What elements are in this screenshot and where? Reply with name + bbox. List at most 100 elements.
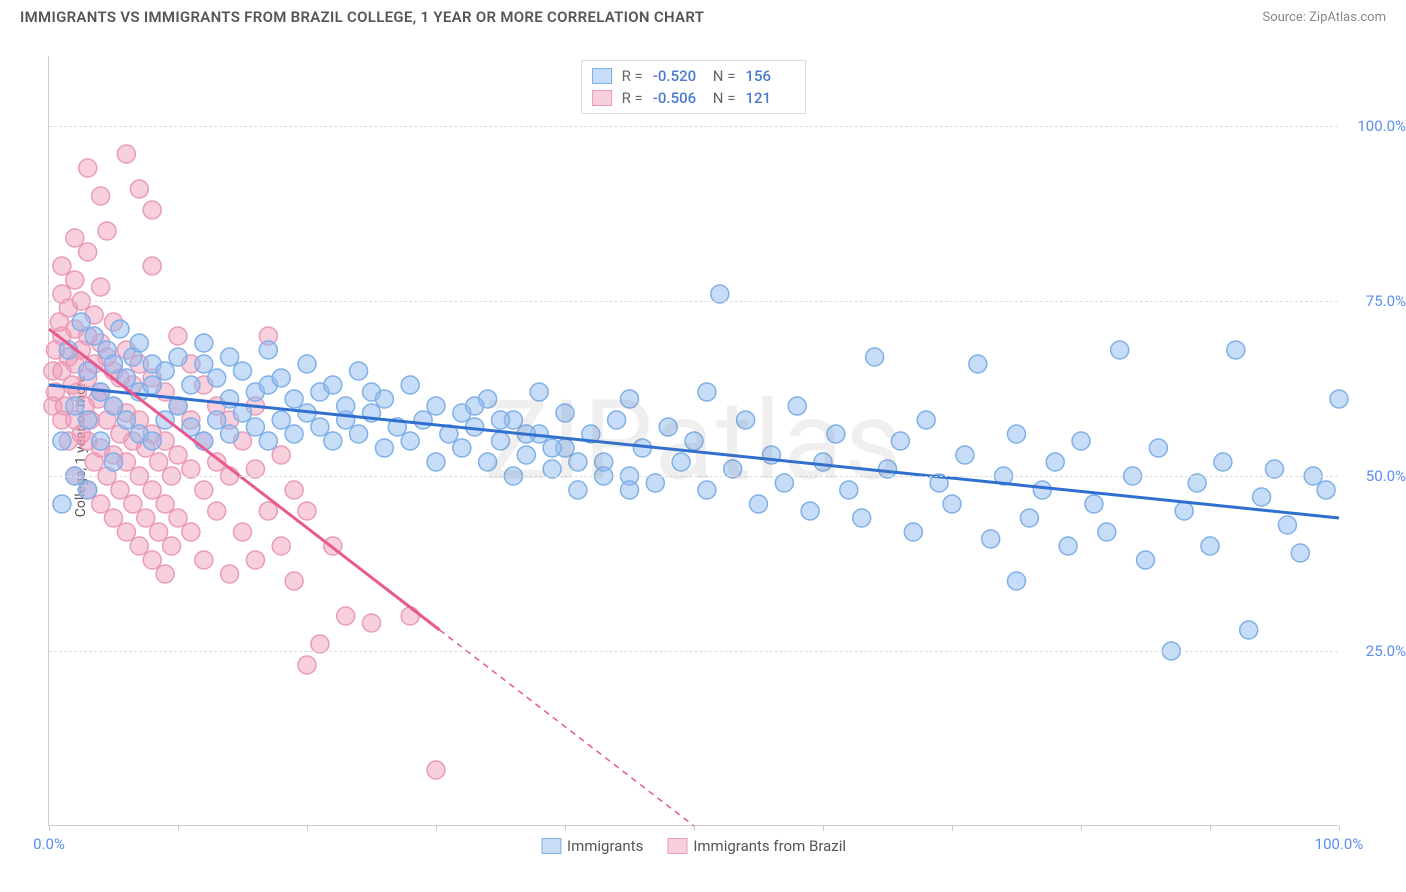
scatter-point — [350, 362, 368, 380]
scatter-point — [143, 432, 161, 450]
scatter-svg — [49, 56, 1338, 825]
scatter-point — [44, 397, 62, 415]
scatter-point — [750, 495, 768, 513]
scatter-point — [98, 222, 116, 240]
scatter-point — [117, 145, 135, 163]
scatter-point — [195, 355, 213, 373]
x-tick — [1339, 825, 1340, 831]
scatter-point — [169, 509, 187, 527]
swatch-series-2 — [592, 90, 612, 106]
scatter-point — [272, 369, 290, 387]
scatter-point — [66, 229, 84, 247]
scatter-point — [246, 418, 264, 436]
regression-line — [49, 385, 1339, 518]
legend-swatch-2 — [667, 838, 687, 854]
chart-plot-area: ZIPatlas R = -0.520 N = 156 R = -0.506 N… — [48, 56, 1338, 826]
scatter-point — [917, 411, 935, 429]
scatter-point — [130, 180, 148, 198]
scatter-point — [143, 376, 161, 394]
scatter-point — [92, 495, 110, 513]
scatter-point — [105, 397, 123, 415]
x-tick — [694, 825, 695, 831]
scatter-point — [363, 614, 381, 632]
scatter-point — [324, 432, 342, 450]
stats-n-label: N = — [713, 89, 736, 107]
scatter-point — [208, 502, 226, 520]
scatter-point — [827, 425, 845, 443]
scatter-point — [492, 411, 510, 429]
scatter-point — [569, 453, 587, 471]
scatter-point — [182, 376, 200, 394]
scatter-point — [350, 425, 368, 443]
scatter-point — [130, 334, 148, 352]
scatter-point — [956, 446, 974, 464]
scatter-point — [143, 201, 161, 219]
scatter-point — [1149, 439, 1167, 457]
grid-line-h — [49, 651, 1338, 652]
scatter-point — [1072, 432, 1090, 450]
scatter-point — [195, 334, 213, 352]
scatter-point — [285, 572, 303, 590]
scatter-point — [66, 271, 84, 289]
scatter-point — [453, 439, 471, 457]
scatter-point — [401, 432, 419, 450]
x-tick — [1081, 825, 1082, 831]
scatter-point — [234, 362, 252, 380]
scatter-point — [272, 446, 290, 464]
scatter-point — [659, 418, 677, 436]
scatter-point — [85, 327, 103, 345]
scatter-point — [621, 481, 639, 499]
scatter-point — [195, 551, 213, 569]
grid-line-h — [49, 301, 1338, 302]
scatter-point — [72, 313, 90, 331]
scatter-point — [150, 453, 168, 471]
scatter-point — [195, 481, 213, 499]
scatter-point — [801, 502, 819, 520]
scatter-point — [427, 761, 445, 779]
scatter-point — [401, 607, 419, 625]
scatter-point — [92, 432, 110, 450]
scatter-point — [1085, 495, 1103, 513]
scatter-point — [53, 257, 71, 275]
stats-r-value-2: -0.506 — [653, 89, 703, 107]
scatter-point — [337, 607, 355, 625]
scatter-point — [156, 495, 174, 513]
scatter-point — [375, 390, 393, 408]
scatter-point — [285, 425, 303, 443]
scatter-point — [517, 446, 535, 464]
scatter-point — [105, 453, 123, 471]
y-tick-label: 50.0% — [1366, 467, 1406, 485]
scatter-point — [969, 355, 987, 373]
scatter-point — [1059, 537, 1077, 555]
stats-legend-box: R = -0.520 N = 156 R = -0.506 N = 121 — [581, 60, 807, 114]
scatter-point — [492, 432, 510, 450]
scatter-point — [150, 523, 168, 541]
scatter-point — [246, 551, 264, 569]
scatter-point — [117, 523, 135, 541]
scatter-point — [137, 509, 155, 527]
scatter-point — [698, 383, 716, 401]
scatter-point — [208, 369, 226, 387]
scatter-point — [1214, 453, 1232, 471]
scatter-point — [982, 530, 1000, 548]
x-tick-label: 0.0% — [33, 835, 65, 853]
scatter-point — [904, 523, 922, 541]
scatter-point — [1240, 621, 1258, 639]
stats-r-label: R = — [622, 67, 643, 85]
scatter-point — [1008, 425, 1026, 443]
source-name: ZipAtlas.com — [1309, 10, 1386, 25]
y-tick-label: 25.0% — [1366, 642, 1406, 660]
scatter-point — [79, 159, 97, 177]
scatter-point — [1137, 551, 1155, 569]
scatter-point — [272, 411, 290, 429]
legend-item-1: Immigrants — [541, 837, 643, 855]
scatter-point — [124, 495, 142, 513]
scatter-point — [324, 376, 342, 394]
scatter-point — [221, 425, 239, 443]
legend-label-1: Immigrants — [567, 837, 643, 855]
scatter-point — [569, 481, 587, 499]
scatter-point — [698, 481, 716, 499]
scatter-point — [414, 411, 432, 429]
legend-swatch-1 — [541, 838, 561, 854]
scatter-point — [44, 362, 62, 380]
